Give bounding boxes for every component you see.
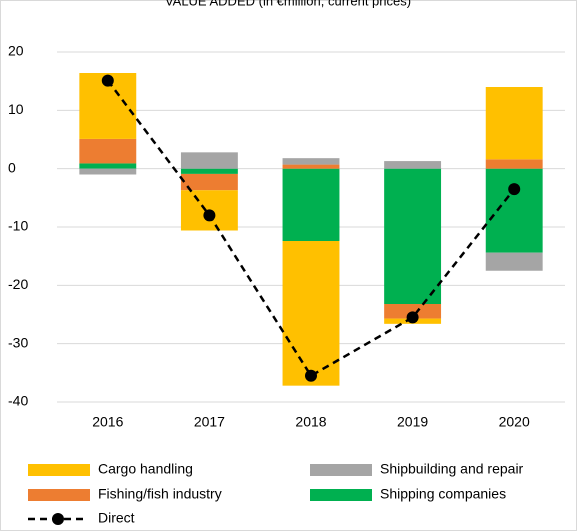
y-tick-label: 10 <box>8 101 24 117</box>
bar-segment <box>282 241 340 386</box>
bar-segment <box>485 159 543 169</box>
line-marker <box>305 369 317 382</box>
line-marker <box>203 209 216 222</box>
bar-segment <box>79 163 137 169</box>
bar-segment <box>180 173 238 191</box>
line-marker <box>101 74 114 87</box>
bar-segment <box>79 168 137 175</box>
legend-swatch <box>28 464 90 476</box>
legend-label: Shipping companies <box>380 486 506 502</box>
line <box>106 79 516 378</box>
legend-swatch <box>28 489 90 501</box>
bar-segment <box>384 304 442 319</box>
legend-label: Fishing/fish industry <box>98 486 222 502</box>
line-marker <box>508 183 521 196</box>
bar-segment <box>485 168 543 253</box>
legend-label: Shipbuilding and repair <box>380 461 524 477</box>
legend-swatch <box>310 489 372 501</box>
legend-marker <box>52 513 64 525</box>
line-marker <box>406 311 419 324</box>
legend-label: Direct <box>98 510 135 526</box>
legend-swatch <box>310 464 372 476</box>
y-tick-label: -20 <box>8 276 28 292</box>
bar-segment <box>282 158 340 165</box>
x-tick-label: 2017 <box>194 414 225 430</box>
x-tick-label: 2019 <box>397 414 428 430</box>
y-tick-label: -10 <box>8 218 28 234</box>
x-tick-label: 2018 <box>295 414 326 430</box>
bar-segment <box>384 161 442 169</box>
x-tick-label: 2020 <box>499 414 530 430</box>
y-tick-label: -30 <box>8 334 28 350</box>
chart-title: VALUE ADDED (in €million, current prices… <box>165 0 411 8</box>
x-tick-label: 2016 <box>92 414 123 430</box>
bar-segment <box>384 168 442 304</box>
bar-segment <box>180 168 238 174</box>
bar-segment <box>485 87 543 160</box>
bar-segment <box>79 138 137 164</box>
bar-segment <box>282 164 340 169</box>
bar-segment <box>180 152 238 169</box>
y-tick-label: 20 <box>8 43 24 59</box>
bar-segment <box>282 168 340 241</box>
legend-label: Cargo handling <box>98 461 193 477</box>
bar-segment <box>485 252 543 271</box>
y-tick-label: 0 <box>8 159 16 175</box>
y-tick-label: -40 <box>8 393 28 409</box>
